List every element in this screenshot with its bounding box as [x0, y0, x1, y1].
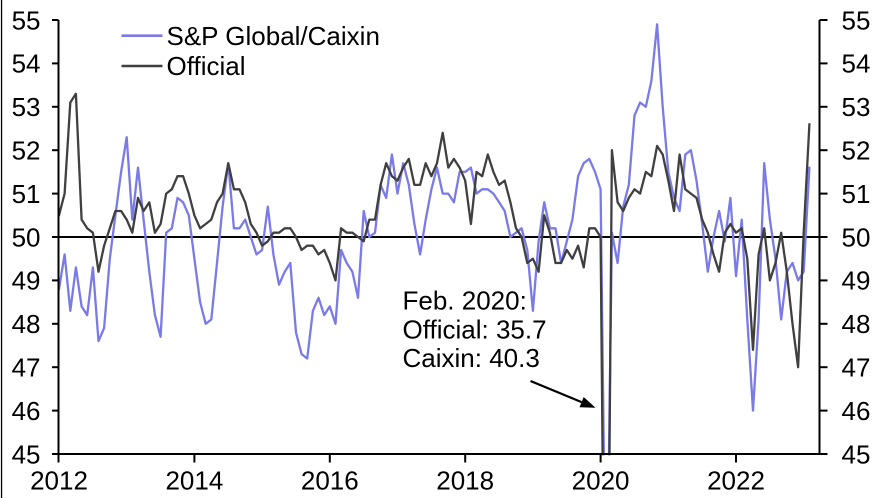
svg-text:48: 48	[842, 309, 871, 339]
svg-text:54: 54	[842, 49, 871, 79]
svg-text:45: 45	[12, 439, 41, 469]
svg-text:53: 53	[12, 92, 41, 122]
svg-text:50: 50	[12, 222, 41, 252]
svg-text:49: 49	[842, 266, 871, 296]
svg-text:52: 52	[842, 136, 871, 166]
svg-text:45: 45	[842, 439, 871, 469]
svg-text:55: 55	[842, 5, 871, 35]
svg-text:Official: 35.7: Official: 35.7	[403, 314, 547, 344]
svg-text:2016: 2016	[301, 466, 359, 496]
svg-text:54: 54	[12, 49, 41, 79]
svg-text:2018: 2018	[436, 466, 494, 496]
svg-text:S&P Global/Caixin: S&P Global/Caixin	[167, 21, 380, 51]
svg-text:49: 49	[12, 266, 41, 296]
svg-text:2014: 2014	[165, 466, 223, 496]
svg-text:51: 51	[842, 179, 871, 209]
svg-text:47: 47	[842, 353, 871, 383]
svg-text:46: 46	[842, 396, 871, 426]
svg-text:55: 55	[12, 5, 41, 35]
svg-text:51: 51	[12, 179, 41, 209]
svg-text:53: 53	[842, 92, 871, 122]
svg-text:2022: 2022	[707, 466, 765, 496]
svg-text:Caixin: 40.3: Caixin: 40.3	[403, 343, 540, 373]
svg-text:Official: Official	[167, 51, 246, 81]
svg-text:2012: 2012	[30, 466, 88, 496]
svg-text:46: 46	[12, 396, 41, 426]
svg-text:50: 50	[842, 222, 871, 252]
svg-text:52: 52	[12, 136, 41, 166]
svg-text:Feb. 2020:: Feb. 2020:	[403, 286, 527, 316]
svg-text:47: 47	[12, 353, 41, 383]
svg-text:2020: 2020	[572, 466, 630, 496]
svg-text:48: 48	[12, 309, 41, 339]
